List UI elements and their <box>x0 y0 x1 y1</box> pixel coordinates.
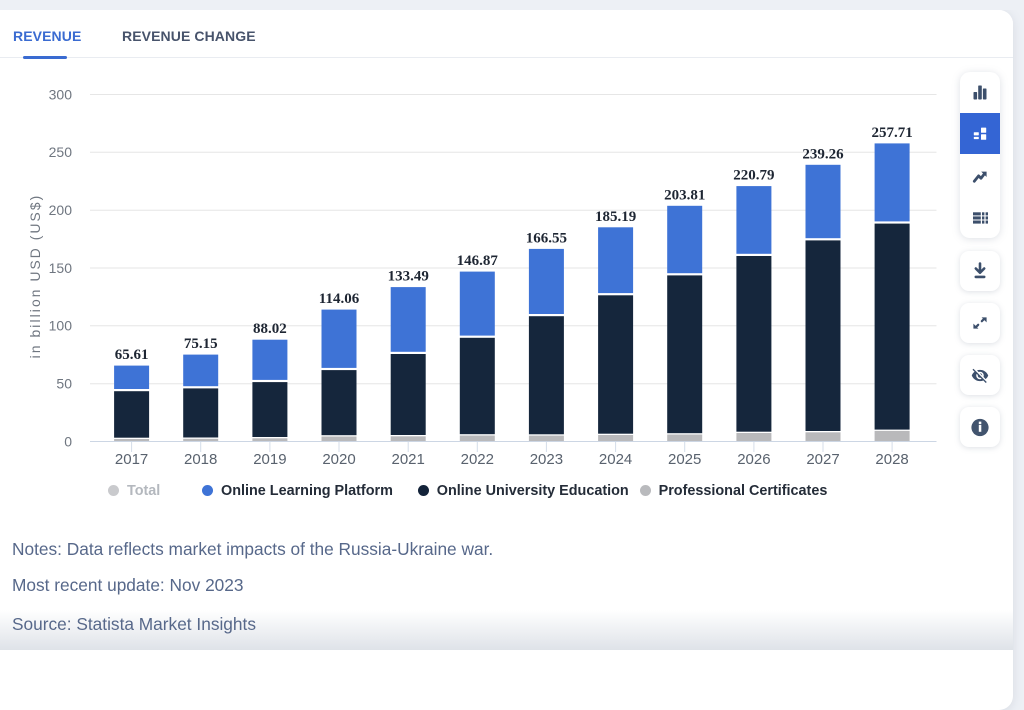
svg-text:65.61: 65.61 <box>115 347 149 363</box>
svg-text:2017: 2017 <box>115 451 148 468</box>
svg-text:88.02: 88.02 <box>253 321 287 337</box>
svg-text:250: 250 <box>49 144 73 160</box>
svg-text:200: 200 <box>49 202 73 218</box>
svg-text:300: 300 <box>49 86 73 102</box>
svg-text:2028: 2028 <box>875 451 908 468</box>
svg-text:75.15: 75.15 <box>184 336 218 352</box>
svg-text:2027: 2027 <box>806 451 839 468</box>
svg-text:100: 100 <box>49 318 73 334</box>
svg-text:2025: 2025 <box>668 451 701 468</box>
svg-text:133.49: 133.49 <box>388 269 429 285</box>
svg-text:203.81: 203.81 <box>664 187 705 203</box>
svg-text:2018: 2018 <box>184 451 217 468</box>
svg-text:239.26: 239.26 <box>802 146 844 162</box>
svg-text:150: 150 <box>49 260 73 276</box>
svg-text:50: 50 <box>56 376 72 392</box>
svg-text:185.19: 185.19 <box>595 209 636 225</box>
svg-text:166.55: 166.55 <box>526 230 567 246</box>
svg-text:2019: 2019 <box>253 451 286 468</box>
svg-text:146.87: 146.87 <box>457 253 499 269</box>
svg-text:2026: 2026 <box>737 451 770 468</box>
svg-text:0: 0 <box>64 433 72 449</box>
svg-text:in billion USD (US$): in billion USD (US$) <box>28 194 43 359</box>
svg-text:2023: 2023 <box>530 451 563 468</box>
svg-text:2021: 2021 <box>392 451 425 468</box>
svg-text:2020: 2020 <box>322 451 355 468</box>
svg-text:257.71: 257.71 <box>871 125 912 141</box>
svg-text:2022: 2022 <box>461 451 494 468</box>
svg-text:114.06: 114.06 <box>319 291 360 307</box>
svg-text:220.79: 220.79 <box>733 168 774 184</box>
svg-text:2024: 2024 <box>599 451 632 468</box>
